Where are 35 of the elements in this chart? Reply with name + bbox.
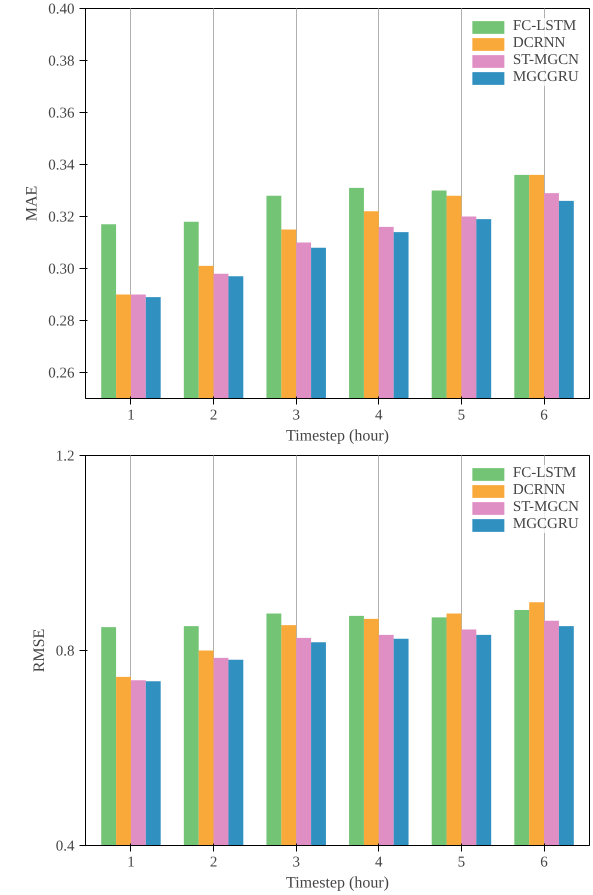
x-tick-label: 4 [375,408,384,424]
y-tick-label: 0.26 [48,366,75,382]
y-tick-label: 0.30 [48,262,74,278]
legend-label: ST-MGCN [512,499,579,516]
x-tick-label: 4 [375,854,384,870]
y-tick-label: 0.32 [48,210,74,226]
x-tick-label: 5 [458,408,466,424]
x-tick-label: 2 [210,408,218,424]
x-tick-label: 1 [127,854,135,870]
y-tick-label: 1.2 [56,448,74,464]
legend-label: DCRNN [512,482,566,499]
x-tick-label: 3 [292,854,300,870]
legend-label: MGCGRU [512,69,579,86]
y-axis-title: RMSE [30,628,48,672]
y-tick-label: 0.8 [56,644,74,660]
y-axis-title: MAE [23,186,40,222]
x-tick-label: 6 [540,408,548,424]
x-tick-label: 2 [210,854,218,870]
x-axis-title: Timestep (hour) [286,428,389,444]
y-tick-label: 0.28 [48,314,74,330]
y-tick-label: 0.34 [48,158,75,174]
legend-label: DCRNN [512,35,566,52]
x-tick-label: 3 [292,408,300,424]
x-tick-label: 6 [540,854,548,870]
legend-label: ST-MGCN [512,52,579,69]
legend-label: MGCGRU [512,516,579,533]
y-tick-label: 0.36 [48,106,75,122]
y-tick-label: 0.4 [56,838,75,854]
legend-label: FC-LSTM [512,18,576,35]
x-tick-label: 1 [127,408,135,424]
y-tick-label: 0.40 [48,2,74,18]
x-tick-label: 5 [458,854,466,870]
x-axis-title: Timestep (hour) [286,874,389,892]
y-tick-label: 0.38 [48,54,74,70]
legend-label: FC-LSTM [512,465,576,482]
